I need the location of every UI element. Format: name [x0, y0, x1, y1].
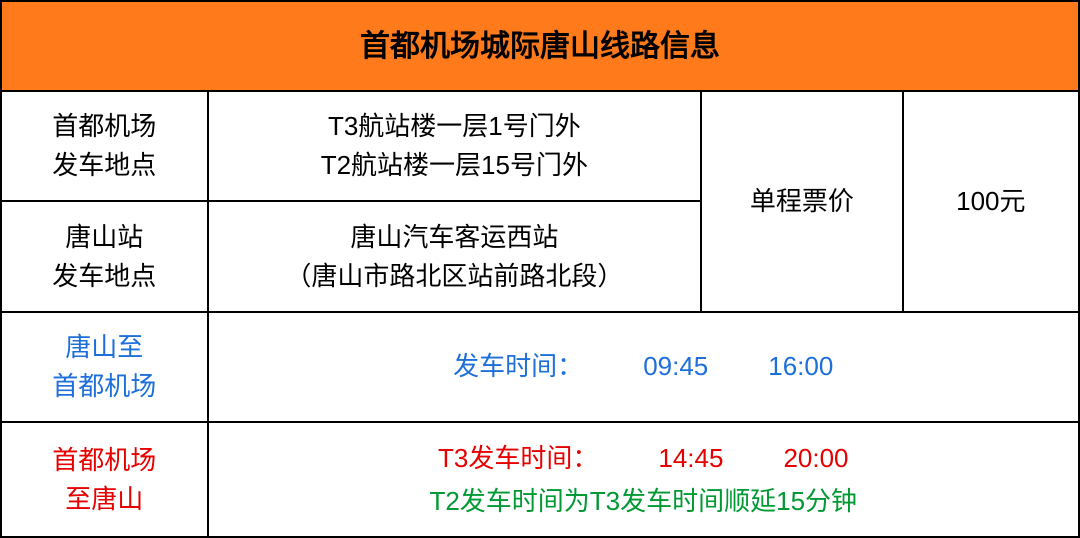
times-line: 发车时间： 09:45 16:00 [213, 347, 1074, 386]
label-line: 发车地点 [6, 257, 203, 296]
departure-location-tangshan: 唐山汽车客运西站 （唐山市路北区站前路北段） [208, 201, 702, 311]
time-value: 14:45 [658, 439, 723, 478]
times-line: T3发车时间： 14:45 20:00 [213, 439, 1074, 478]
direction-to-tangshan: 首都机场 至唐山 [1, 422, 208, 537]
location-line: （唐山市路北区站前路北段） [213, 257, 697, 296]
time-value: 09:45 [643, 347, 708, 386]
time-value: 20:00 [783, 439, 848, 478]
schedule-row-to-tangshan: 首都机场 至唐山 T3发车时间： 14:45 20:00 T2发车时间为T3发车… [1, 422, 1079, 537]
fare-value: 100元 [903, 91, 1079, 312]
time-label: 发车时间： [453, 347, 583, 386]
route-info-table: 首都机场城际唐山线路信息 首都机场 发车地点 T3航站楼一层1号门外 T2航站楼… [0, 0, 1080, 538]
direction-line: 首都机场 [6, 441, 203, 480]
fare-label: 单程票价 [701, 91, 902, 312]
schedule-note: T2发车时间为T3发车时间顺延15分钟 [213, 482, 1074, 521]
direction-to-airport: 唐山至 首都机场 [1, 312, 208, 422]
direction-line: 首都机场 [6, 367, 203, 406]
departure-location-airport: T3航站楼一层1号门外 T2航站楼一层15号门外 [208, 91, 702, 201]
label-line: 发车地点 [6, 146, 203, 185]
time-value: 16:00 [768, 347, 833, 386]
schedule-row-to-airport: 唐山至 首都机场 发车时间： 09:45 16:00 [1, 312, 1079, 422]
schedule-times-to-airport: 发车时间： 09:45 16:00 [208, 312, 1079, 422]
table-title: 首都机场城际唐山线路信息 [1, 1, 1079, 91]
departure-label-tangshan: 唐山站 发车地点 [1, 201, 208, 311]
time-label: T3发车时间： [438, 439, 598, 478]
schedule-times-to-tangshan: T3发车时间： 14:45 20:00 T2发车时间为T3发车时间顺延15分钟 [208, 422, 1079, 537]
label-line: 唐山站 [6, 218, 203, 257]
departure-row-airport: 首都机场 发车地点 T3航站楼一层1号门外 T2航站楼一层15号门外 单程票价 … [1, 91, 1079, 201]
location-line: T3航站楼一层1号门外 [213, 107, 697, 146]
direction-line: 唐山至 [6, 328, 203, 367]
location-line: 唐山汽车客运西站 [213, 218, 697, 257]
table-header-row: 首都机场城际唐山线路信息 [1, 1, 1079, 91]
direction-line: 至唐山 [6, 480, 203, 519]
label-line: 首都机场 [6, 107, 203, 146]
location-line: T2航站楼一层15号门外 [213, 146, 697, 185]
departure-label-airport: 首都机场 发车地点 [1, 91, 208, 201]
